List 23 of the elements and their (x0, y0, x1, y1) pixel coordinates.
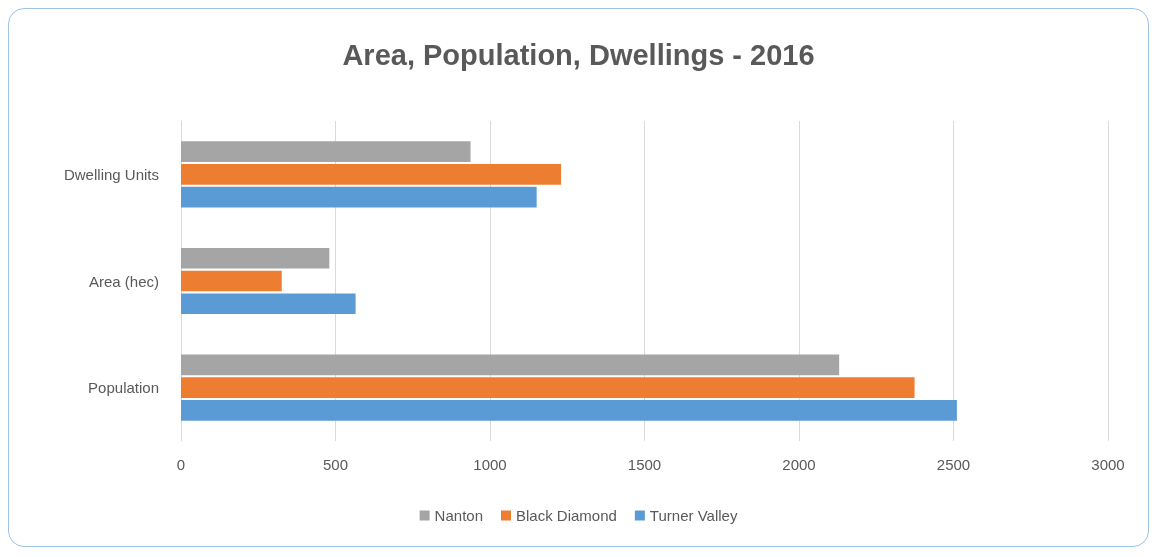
bar (181, 270, 282, 292)
bar (181, 400, 957, 421)
x-tick-label: 2500 (936, 456, 971, 473)
legend-label: Nanton (434, 507, 483, 524)
x-tick-label: 2000 (782, 456, 816, 473)
bar (181, 293, 356, 315)
x-tick-label: 500 (322, 456, 349, 473)
legend-label: Black Diamond (515, 507, 617, 524)
bar (181, 247, 330, 269)
y-tick-label: Dwelling Units (63, 165, 159, 183)
legend-label: Turner Valley (649, 507, 738, 524)
x-tick-label: 0 (176, 456, 186, 473)
y-tick-label: Population (88, 379, 159, 397)
x-tick-label: 1500 (627, 456, 662, 473)
bar (181, 354, 840, 376)
x-tick-label: 1000 (473, 456, 507, 473)
x-tick-label: 3000 (1091, 456, 1125, 473)
y-tick-label: Area (hec) (88, 272, 159, 290)
bar (181, 141, 471, 162)
bar (181, 377, 915, 398)
chart-title: Area, Population, Dwellings - 2016 (342, 38, 815, 71)
bar (181, 186, 537, 208)
bar (181, 164, 562, 185)
